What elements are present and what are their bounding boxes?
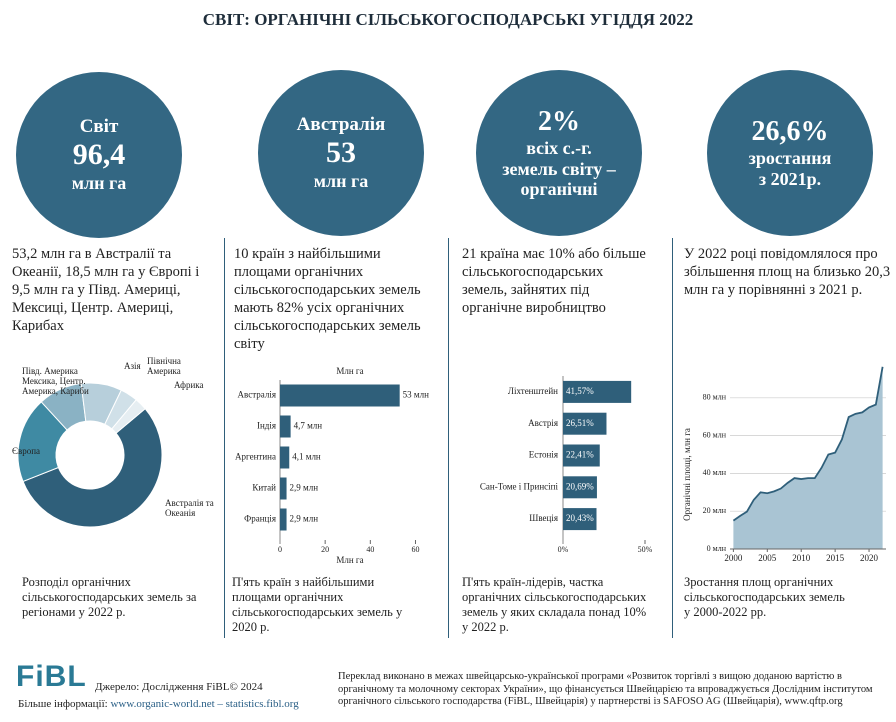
x-tick-label: 60 bbox=[411, 545, 419, 554]
bar bbox=[280, 384, 400, 407]
slice-label: Північна Америка bbox=[147, 356, 181, 376]
bar bbox=[280, 446, 290, 469]
bar bbox=[563, 444, 600, 467]
area bbox=[733, 366, 883, 549]
y-tick-label: 60 млн bbox=[703, 430, 727, 439]
stat-unit: млн га bbox=[313, 170, 369, 191]
bar bbox=[280, 477, 287, 500]
stat-unit: млн га bbox=[71, 172, 127, 193]
value-label: 53 млн bbox=[403, 390, 429, 400]
category-label: Австралія bbox=[238, 390, 276, 400]
donut-slice bbox=[22, 408, 163, 528]
y-tick-label: 20 млн bbox=[703, 506, 727, 515]
x-tick-label: 0% bbox=[558, 545, 569, 554]
stat-label: Світ bbox=[79, 116, 119, 138]
slice-label: Австралія та Океанія bbox=[165, 498, 214, 518]
stat-value: 96,4 bbox=[72, 138, 126, 172]
donut-slice bbox=[111, 399, 146, 434]
category-label: Австрія bbox=[528, 418, 558, 428]
value-label: 22,41% bbox=[566, 450, 594, 460]
stat-circle: 26,6% зростання з 2021р. bbox=[707, 70, 873, 236]
value-label: 2,9 млн bbox=[290, 483, 319, 493]
y-tick-label: 80 млн bbox=[703, 393, 727, 402]
slice-label: Африка bbox=[174, 380, 204, 390]
category-label: Ліхтенштейн bbox=[508, 386, 558, 396]
more-info: Більше інформації: www.organic-world.net… bbox=[18, 698, 299, 710]
x-tick-label: 0 bbox=[278, 545, 282, 554]
line bbox=[732, 366, 884, 522]
x-axis-label: Млн га bbox=[336, 555, 363, 565]
description: 53,2 млн га в Австралії та Океанії, 18,5… bbox=[12, 246, 200, 334]
y-tick-label: 40 млн bbox=[703, 468, 727, 477]
x-axis-label-top: Млн га bbox=[336, 366, 363, 376]
separator bbox=[448, 238, 449, 638]
x-tick-label: 50% bbox=[638, 545, 653, 554]
x-tick-label: 2010 bbox=[792, 553, 811, 563]
value-label: 4,7 млн bbox=[294, 421, 323, 431]
stat-value: 2% bbox=[538, 105, 580, 137]
value-label: 20,69% bbox=[566, 481, 594, 491]
category-label: Індія bbox=[257, 421, 276, 431]
more-links[interactable]: www.organic-world.net – statistics.fibl.… bbox=[110, 698, 299, 710]
stat-circle: 2% всіх с.-г. земель світу – органічні bbox=[476, 70, 642, 236]
stat-circle: Австралія 53 млн га bbox=[258, 70, 424, 236]
x-tick-label: 2000 bbox=[724, 553, 743, 563]
y-tick-label: 0 млн bbox=[707, 544, 727, 553]
slice-label: Азія bbox=[124, 361, 141, 371]
description: 21 країна має 10% або більше сільськогос… bbox=[462, 246, 646, 316]
note: Переклад виконано в межах швейцарсько-ук… bbox=[338, 671, 873, 707]
stat-circle: Світ 96,4 млн га bbox=[16, 72, 182, 238]
caption: П'ять країн з найбільшими площами органі… bbox=[232, 575, 403, 634]
bar bbox=[563, 508, 597, 531]
description: 10 країн з найбільшими площами органічни… bbox=[234, 246, 421, 352]
category-label: Сан-Томе і Принсіпі bbox=[480, 481, 559, 491]
x-tick-label: 40 bbox=[366, 545, 374, 554]
stat-text: земель світу – bbox=[502, 158, 616, 179]
separator bbox=[224, 238, 225, 638]
value-label: 20,43% bbox=[566, 513, 594, 523]
slice-label: Європа bbox=[12, 446, 41, 456]
y-axis-label: Органічні площі, млн га bbox=[682, 428, 692, 521]
value-label: 41,57% bbox=[566, 386, 594, 396]
stat-text: зростання bbox=[748, 148, 832, 169]
value-label: 26,51% bbox=[566, 418, 594, 428]
stat-text: з 2021р. bbox=[758, 169, 822, 190]
bar bbox=[563, 380, 632, 403]
x-tick-label: 20 bbox=[321, 545, 329, 554]
title: СВІТ: ОРГАНІЧНІ СІЛЬСЬКОГОСПОДАРСЬКІ УГІ… bbox=[202, 10, 694, 29]
caption: Розподіл органічних сільськогосподарськи… bbox=[22, 575, 197, 619]
x-tick-label: 2005 bbox=[758, 553, 777, 563]
x-tick-label: 2020 bbox=[860, 553, 879, 563]
stat-value: 26,6% bbox=[751, 116, 829, 148]
separator bbox=[672, 238, 673, 638]
x-tick-label: 2015 bbox=[826, 553, 845, 563]
bar bbox=[280, 415, 291, 438]
category-label: Естонія bbox=[529, 450, 558, 460]
category-label: Китай bbox=[252, 483, 276, 493]
bar bbox=[280, 508, 287, 531]
bar bbox=[563, 476, 597, 499]
slice-label: Півд. Америка Мексика, Центр. Америка, К… bbox=[22, 366, 89, 396]
caption: Зростання площ органічних сільськогоспод… bbox=[684, 575, 845, 619]
category-label: Франція bbox=[244, 514, 276, 524]
value-label: 2,9 млн bbox=[290, 514, 319, 524]
category-label: Аргентина bbox=[235, 452, 276, 462]
stat-label: Австралія bbox=[296, 114, 386, 136]
stat-text: всіх с.-г. bbox=[526, 138, 592, 159]
stat-value: 53 bbox=[326, 136, 356, 170]
source: Джерело: Дослідження FiBL© 2024 bbox=[95, 681, 263, 693]
caption: П'ять країн-лідерів, частка органічних с… bbox=[462, 575, 647, 634]
more-label: Більше інформації: bbox=[18, 698, 108, 710]
description: У 2022 році повідомлялося про збільшення… bbox=[684, 246, 891, 298]
logo: FiBL bbox=[16, 660, 87, 693]
category-label: Швеція bbox=[529, 513, 558, 523]
value-label: 4,1 млн bbox=[292, 452, 321, 462]
bar bbox=[563, 412, 607, 435]
stat-text: органічні bbox=[520, 179, 598, 200]
